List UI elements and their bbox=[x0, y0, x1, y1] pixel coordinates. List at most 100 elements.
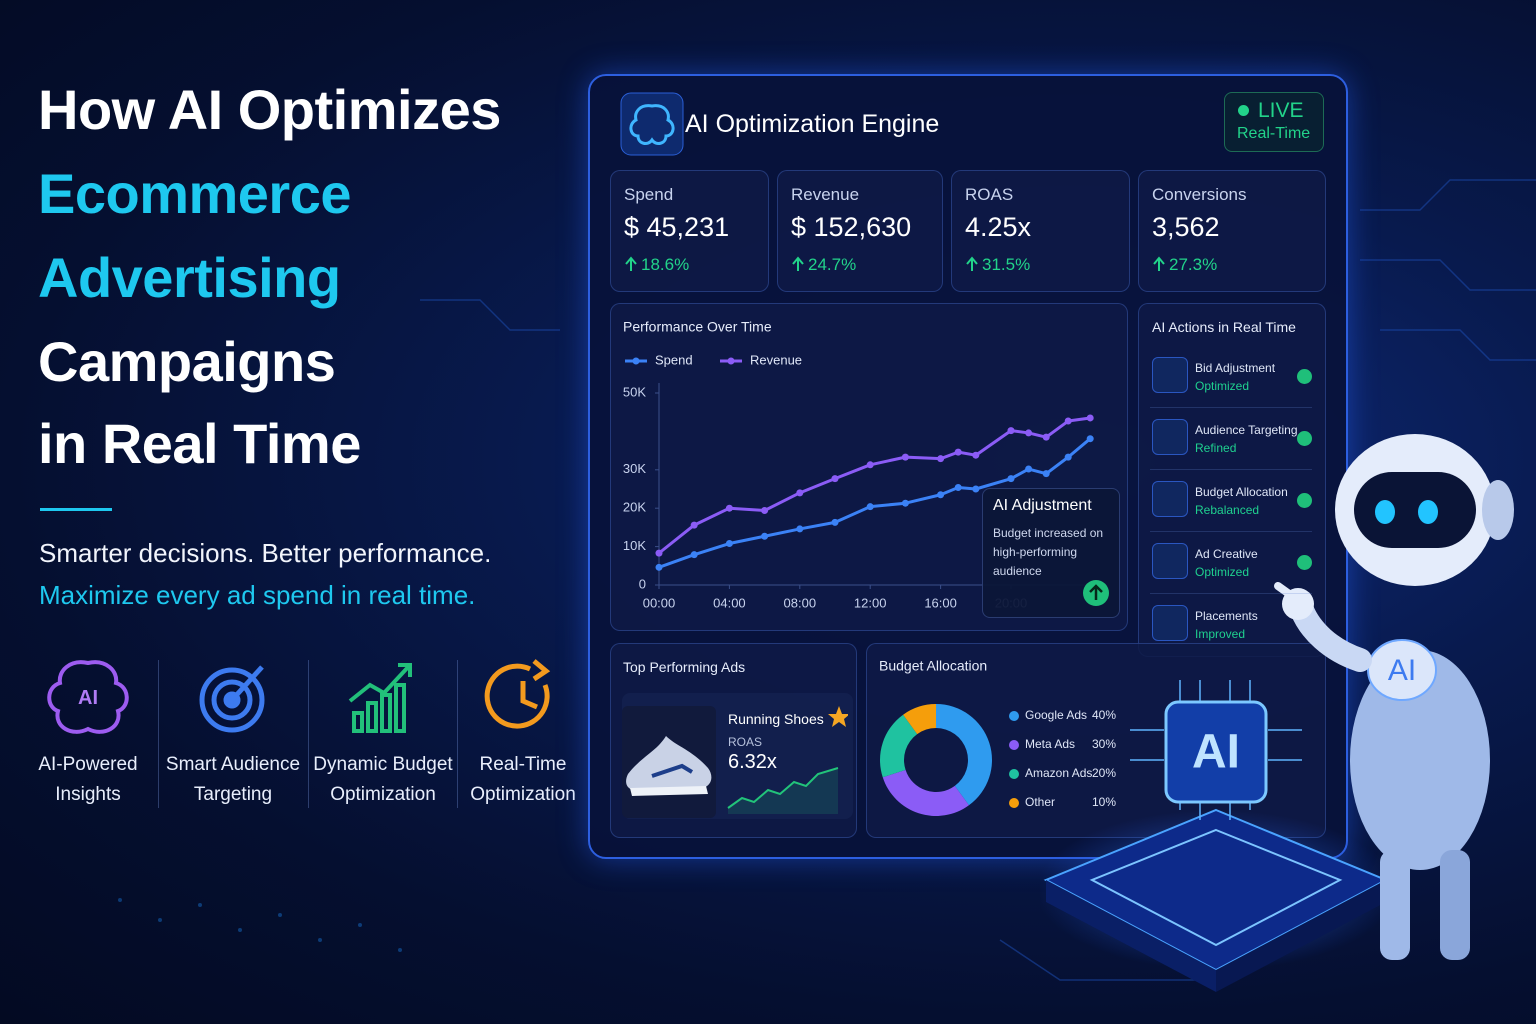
x-tick-label: 08:00 bbox=[784, 595, 817, 610]
point bbox=[796, 525, 804, 533]
platform-side bbox=[1216, 880, 1386, 992]
action-name: Placements bbox=[1195, 609, 1258, 623]
action-status: Improved bbox=[1195, 627, 1246, 641]
dot bbox=[158, 918, 162, 922]
y-tick-label: 0 bbox=[639, 576, 646, 591]
legend-label: Meta Ads bbox=[1025, 737, 1075, 751]
kpi-value: $ 152,630 bbox=[791, 212, 912, 242]
shoe-logo bbox=[651, 763, 694, 778]
arrowhead bbox=[398, 663, 412, 677]
kpi-value: 4.25x bbox=[965, 212, 1032, 242]
clock-face bbox=[484, 663, 550, 729]
circuit bbox=[1360, 259, 1536, 291]
point bbox=[690, 551, 698, 559]
up-arrow bbox=[625, 256, 637, 271]
legend-label: Google Ads bbox=[1025, 708, 1087, 722]
y-tick-label: 50K bbox=[623, 384, 646, 399]
point bbox=[972, 451, 980, 459]
arrow-shape bbox=[792, 256, 804, 271]
robot-leg bbox=[1440, 850, 1470, 960]
trend bbox=[348, 663, 412, 703]
legend-dot bbox=[632, 357, 640, 365]
kpi-change: 31.5% bbox=[982, 255, 1031, 274]
kpi-label: Conversions bbox=[1152, 185, 1247, 204]
ai-illustration: AI AI bbox=[1040, 434, 1514, 992]
circuit bbox=[1380, 329, 1536, 361]
pie-slice bbox=[880, 714, 918, 778]
headline-line: in Real Time bbox=[38, 412, 361, 475]
circuit bbox=[420, 299, 560, 331]
ring bbox=[211, 679, 253, 721]
pie-slice bbox=[903, 704, 936, 735]
arrow-shape bbox=[625, 256, 637, 271]
brain bbox=[629, 104, 675, 145]
kpi-card bbox=[777, 170, 943, 292]
feature-label: Targeting bbox=[193, 784, 273, 805]
point bbox=[655, 549, 663, 557]
star bbox=[828, 706, 848, 727]
series-line bbox=[658, 416, 1091, 555]
action-icon bbox=[1152, 419, 1188, 455]
engine-icon bbox=[620, 92, 684, 156]
dot bbox=[118, 898, 122, 902]
action-icon bbox=[1152, 357, 1188, 393]
kpi-value: 3,562 bbox=[1152, 212, 1220, 242]
legend-dot bbox=[1009, 769, 1019, 779]
value-label: 30% bbox=[1092, 737, 1116, 751]
dot bbox=[198, 903, 202, 907]
point bbox=[1064, 453, 1072, 461]
circuit bbox=[1360, 179, 1536, 211]
pie-chart: Budget Allocation Google Ads 40% Meta Ads 3… bbox=[879, 658, 1116, 816]
legend-label: Other bbox=[1025, 795, 1055, 809]
point bbox=[866, 461, 874, 469]
x-tick-label: 16:00 bbox=[924, 595, 957, 610]
bar bbox=[352, 711, 364, 733]
ad-metric-label: ROAS bbox=[728, 735, 763, 749]
feature-label: AI-Powered bbox=[38, 754, 138, 775]
tooltip-icon bbox=[1083, 580, 1109, 606]
dot bbox=[358, 923, 362, 927]
point bbox=[901, 499, 909, 507]
point bbox=[725, 540, 733, 548]
arrow-shape bbox=[966, 256, 978, 271]
feature-label: Real-Time bbox=[479, 754, 567, 775]
pie-slice bbox=[882, 769, 969, 816]
value-label: 40% bbox=[1092, 708, 1116, 722]
up-arrow bbox=[1089, 584, 1103, 600]
platform-ring bbox=[1089, 828, 1343, 947]
arrow bbox=[230, 665, 264, 702]
action-divider bbox=[1150, 531, 1312, 532]
legend-label: Revenue bbox=[750, 352, 802, 367]
point bbox=[1042, 470, 1050, 478]
action-icon bbox=[1152, 605, 1188, 641]
actions-title: AI Actions in Real Time bbox=[1152, 319, 1296, 335]
robot-eye bbox=[1418, 500, 1438, 524]
tooltip-text: Budget increased on high-performing audi… bbox=[993, 526, 1104, 578]
separator bbox=[158, 660, 159, 808]
bar bbox=[394, 683, 406, 733]
point bbox=[831, 475, 839, 483]
dot bbox=[238, 928, 242, 932]
action-divider bbox=[1150, 407, 1312, 408]
tooltip-title: AI Adjustment bbox=[993, 497, 1092, 514]
point bbox=[1007, 427, 1015, 435]
action-status: Optimized bbox=[1195, 379, 1250, 393]
up-arrow bbox=[792, 256, 804, 271]
action-status: Rebalanced bbox=[1195, 503, 1260, 517]
bar bbox=[366, 701, 378, 733]
action-divider bbox=[1150, 469, 1312, 470]
point bbox=[937, 455, 945, 463]
kpi-change: 27.3% bbox=[1169, 255, 1218, 274]
point bbox=[761, 507, 769, 515]
dot bbox=[318, 938, 322, 942]
robot-badge-ring bbox=[1367, 639, 1437, 701]
sparkline-area bbox=[728, 768, 838, 814]
live-sub: Real-Time bbox=[1237, 125, 1311, 142]
separator bbox=[308, 660, 309, 808]
circuit-lines bbox=[420, 179, 1536, 981]
check bbox=[1297, 369, 1312, 384]
clock-arrow bbox=[532, 659, 551, 682]
dot bbox=[398, 948, 402, 952]
point bbox=[1007, 475, 1015, 483]
pie-slice bbox=[936, 704, 992, 806]
